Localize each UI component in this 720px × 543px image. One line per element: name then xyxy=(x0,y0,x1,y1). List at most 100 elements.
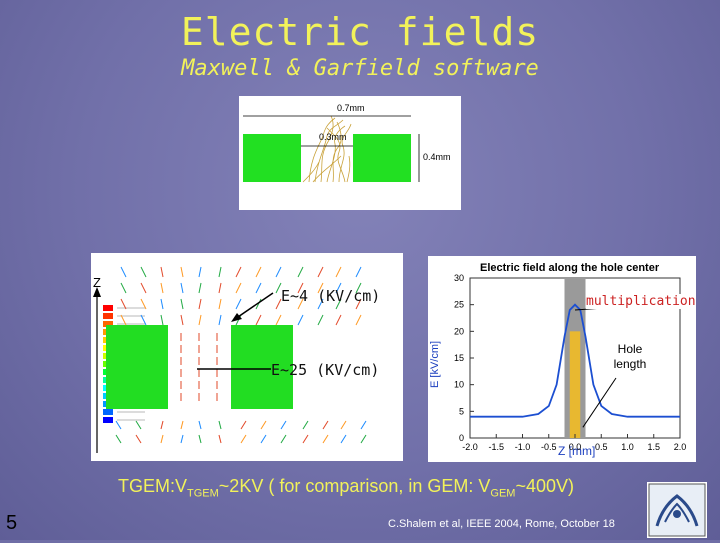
field-arrow xyxy=(240,434,247,444)
field-arrow xyxy=(317,282,324,294)
field-arrow xyxy=(235,298,242,310)
field-arrow xyxy=(160,434,164,444)
field-arrow xyxy=(120,314,127,326)
field-arrow xyxy=(140,314,147,326)
field-arrow xyxy=(302,434,309,444)
field-arrow xyxy=(218,282,222,294)
multiplication-label: multiplication xyxy=(586,294,696,309)
field-arrow xyxy=(360,420,367,430)
field-arrow xyxy=(218,298,222,310)
field-arrow xyxy=(297,282,304,294)
callout-arrowhead-top xyxy=(231,313,242,322)
field-arrow xyxy=(180,266,184,278)
field-arrow xyxy=(297,298,304,310)
chart-x-tick-label: -0.5 xyxy=(541,442,557,452)
field-arrow xyxy=(198,298,202,310)
callout-line-top xyxy=(234,292,274,320)
field-arrow xyxy=(340,434,347,444)
field-arrow xyxy=(198,282,202,294)
hole-length-pointer xyxy=(582,377,617,428)
field-arrow xyxy=(198,266,202,278)
field-arrow xyxy=(120,298,127,310)
chart-x-tick-label: -1.5 xyxy=(488,442,504,452)
institute-logo xyxy=(647,482,707,538)
chart-x-tick-label: 1.5 xyxy=(647,442,660,452)
multiplication-band xyxy=(569,331,581,438)
field-arrow xyxy=(180,298,184,310)
field-arrow xyxy=(355,266,362,278)
chart-svg: Electric field along the hole center Z [… xyxy=(429,262,687,458)
field-arrow xyxy=(317,314,324,326)
field-arrow xyxy=(255,314,262,326)
field-arrow xyxy=(160,266,164,278)
dim-outer-label: 0.7mm xyxy=(337,103,365,113)
field-arrow xyxy=(218,266,222,278)
electrode-left xyxy=(243,134,301,182)
field-arrow xyxy=(198,420,202,430)
field-arrow xyxy=(140,298,147,310)
field-electrode-left xyxy=(106,325,168,409)
field-arrow xyxy=(335,266,342,278)
field-arrow xyxy=(140,282,147,294)
field-arrow xyxy=(280,420,287,430)
field-arrow xyxy=(340,420,347,430)
field-arrow xyxy=(218,420,222,430)
field-arrow xyxy=(180,434,184,444)
slide-subtitle: Maxwell & Garfield software xyxy=(181,56,539,81)
z-axis-arrowhead xyxy=(93,287,101,297)
chart-x-tick-label: -2.0 xyxy=(462,442,478,452)
field-arrow xyxy=(160,282,164,294)
chart-title: Electric field along the hole center xyxy=(480,262,660,274)
hole-length-label: Hole length xyxy=(613,342,647,371)
dimension-lines xyxy=(243,115,420,182)
field-arrow xyxy=(260,420,267,430)
field-arrow xyxy=(322,434,329,444)
chart-x-tick-label: 2.0 xyxy=(674,442,687,452)
chart-y-tick-label: 15 xyxy=(454,353,464,363)
field-arrow xyxy=(180,420,184,430)
voltage-note: TGEM:VTGEM~2KV ( for comparison, in GEM:… xyxy=(118,476,575,500)
dim-inner-label: 0.3mm xyxy=(319,132,347,142)
field-arrow xyxy=(275,266,282,278)
field-arrow xyxy=(255,298,262,310)
field-arrow xyxy=(120,282,127,294)
field-arrow xyxy=(140,266,147,278)
chart-series-line xyxy=(470,303,680,418)
chart-y-tick-label: 5 xyxy=(459,406,464,416)
chart-y-tick-label: 30 xyxy=(454,273,464,283)
field-annotation-bottom: E~25 (KV/cm) xyxy=(271,361,380,379)
field-arrow xyxy=(180,314,184,326)
field-arrow xyxy=(360,434,367,444)
field-arrows xyxy=(115,266,367,444)
field-arrow xyxy=(120,266,127,278)
field-arrow xyxy=(255,282,262,294)
field-arrow xyxy=(335,314,342,326)
field-map-svg: Z xyxy=(93,266,367,453)
field-arrow xyxy=(255,266,262,278)
z-axis-label: Z xyxy=(93,275,101,290)
field-arrow xyxy=(302,420,309,430)
field-arrow xyxy=(317,266,324,278)
hole-geometry-figure: 0.7mm 0.3mm 0.4mm xyxy=(239,96,461,210)
field-arrow xyxy=(235,266,242,278)
field-arrow xyxy=(218,434,222,444)
field-arrow xyxy=(275,298,282,310)
drift-lines xyxy=(302,115,352,183)
slide-title: Electric fields xyxy=(180,10,540,54)
field-arrow xyxy=(322,420,329,430)
field-arrow xyxy=(275,282,282,294)
field-annotation-top: E~4 (KV/cm) xyxy=(281,287,381,305)
field-arrow xyxy=(317,298,324,310)
field-arrow xyxy=(135,434,142,444)
field-profile-chart: Electric field along the hole center Z [… xyxy=(428,256,696,462)
electrode-right xyxy=(353,134,411,182)
credit-line: C.Shalem et al, IEEE 2004, Rome, October… xyxy=(388,518,615,530)
field-arrow xyxy=(115,434,122,444)
field-arrow xyxy=(180,282,184,294)
chart-x-tick-label: 1.0 xyxy=(621,442,634,452)
field-arrow xyxy=(235,314,242,326)
field-arrow xyxy=(355,314,362,326)
field-arrow xyxy=(355,298,362,310)
logo-svg xyxy=(648,483,706,537)
field-arrow xyxy=(218,314,222,326)
